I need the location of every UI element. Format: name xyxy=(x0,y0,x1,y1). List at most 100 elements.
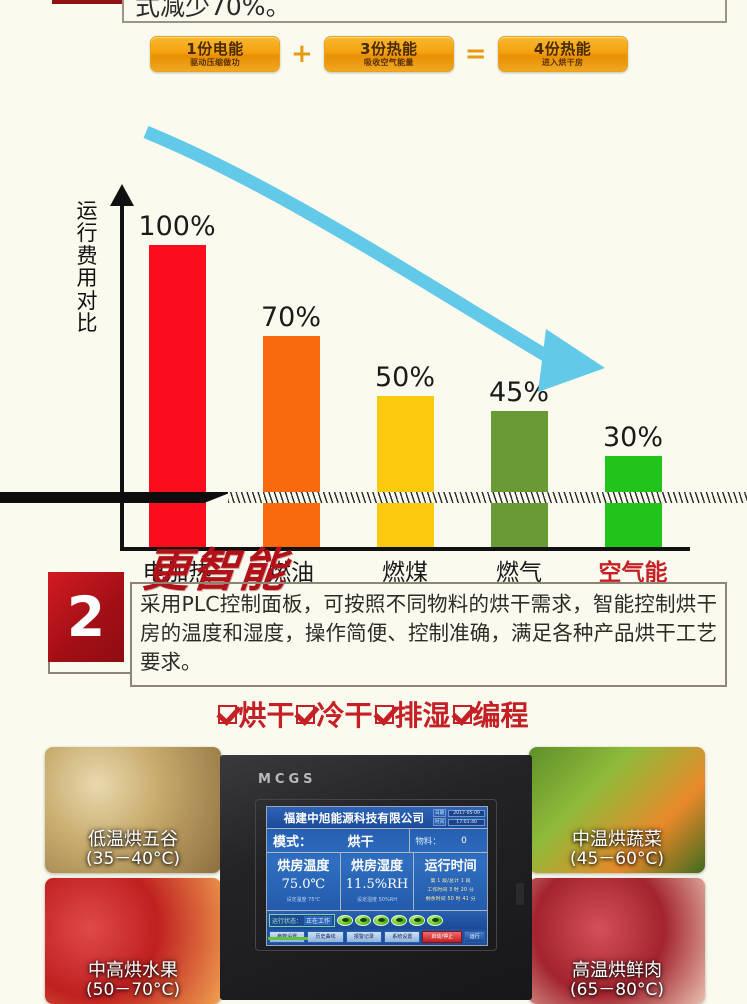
hmi-button-3[interactable]: 报警记录 xyxy=(345,930,383,943)
hmi-button-4[interactable]: 系统设置 xyxy=(384,930,421,943)
hmi-title-row: 福建中旭能源科技有限公司 日期 2017-05-09 时间 17:01:40 xyxy=(267,807,487,829)
divider-hatch-bar xyxy=(228,492,747,503)
chart-category-label: 燃气 xyxy=(496,560,542,586)
checkmark-icon xyxy=(452,704,472,724)
hmi-material-key: 物料： xyxy=(415,836,441,847)
equals-icon: = xyxy=(464,39,487,69)
hmi-button-2[interactable]: 历史曲线 xyxy=(307,930,344,943)
chart-bar-3: 50% xyxy=(375,362,436,547)
checkmark-icon xyxy=(374,704,394,724)
hmi-time-key: 时间 xyxy=(433,818,447,826)
chart-x-axis xyxy=(120,547,690,551)
hmi-humidity-setpoint: 设定湿度 50%RH xyxy=(357,897,397,903)
chart-category-label: 燃油 xyxy=(268,560,314,586)
feature-check-label: 排湿 xyxy=(394,699,451,732)
divider-solid-bar xyxy=(0,492,232,503)
section-divider xyxy=(0,492,747,506)
hmi-date-row: 日期 2017-05-09 xyxy=(433,809,485,817)
gallery-caption-fruit-range: (50－70°C) xyxy=(86,979,180,1000)
status-led-icon xyxy=(373,914,390,926)
chart-bar-rect xyxy=(262,335,320,547)
gallery-caption-fruit-name: 中高烘水果 xyxy=(88,959,178,981)
chart-bar-value-label: 50% xyxy=(375,362,436,394)
hmi-mode-value: 烘干 xyxy=(347,835,374,850)
gallery-item-grain[interactable]: 低温烘五谷 (35－40°C) xyxy=(45,747,221,873)
equation-box-air-heat-title: 3份热能 xyxy=(360,39,418,58)
gallery-item-vegetable[interactable]: 中温烘蔬菜 (45－60°C) xyxy=(529,747,705,873)
gallery-caption-meat: 高温烘鲜肉 (65－80°C) xyxy=(529,960,705,1004)
hmi-runtime-cell: 运行时间 第 1 段/总计 1 段工作时间 3 时 20 分剩余时间 50 时 … xyxy=(414,853,487,910)
chart-bar-rect xyxy=(490,411,548,547)
product-gallery: 低温烘五谷 (35－40°C) 中高烘水果 (50－70°C) 中温烘蔬菜 (4… xyxy=(0,742,747,1004)
hmi-runtime-line: 工作时间 3 时 20 分 xyxy=(427,888,474,893)
hmi-time-row: 时间 17:01:40 xyxy=(433,818,485,826)
hmi-button-6[interactable]: 运行 xyxy=(464,930,486,943)
status-led-icon xyxy=(409,914,426,926)
feature-check-4[interactable]: 编程 xyxy=(452,694,529,734)
gallery-item-meat[interactable]: 高温烘鲜肉 (65－80°C) xyxy=(529,878,705,1004)
hmi-date-key: 日期 xyxy=(433,809,447,817)
hmi-runtime-line: 第 1 段/总计 1 段 xyxy=(430,879,471,884)
chart-category-label: 电加热 xyxy=(142,560,212,586)
gallery-caption-vegetable-range: (45－60°C) xyxy=(570,848,664,869)
plus-icon: + xyxy=(291,39,313,69)
hmi-humidity-value: 11.5%RH xyxy=(345,877,409,892)
top-box-right-edge xyxy=(725,0,727,22)
chart-category-label: 燃煤 xyxy=(382,560,428,586)
feature-check-3[interactable]: 排湿 xyxy=(374,694,451,734)
status-led-icon xyxy=(427,914,444,926)
chart-y-axis xyxy=(120,200,124,550)
section-body-text: 采用PLC控制面板，可按照不同物料的烘干需求，智能控制烘干房的温度和湿度，操作简… xyxy=(140,592,717,675)
y-axis-arrow-icon xyxy=(110,184,134,206)
hmi-status-value: 正在工作 xyxy=(304,915,333,925)
equation-box-air-heat-subtitle: 吸收空气能量 xyxy=(363,57,414,67)
feature-check-2[interactable]: 冷干 xyxy=(296,694,373,734)
hmi-temperature-value: 75.0℃ xyxy=(281,877,326,892)
top-red-bar xyxy=(52,0,122,4)
hmi-time-value: 17:01:40 xyxy=(448,818,485,826)
hmi-humidity-cell: 烘房湿度 11.5%RH 设定湿度 50%RH xyxy=(341,853,415,910)
hmi-date-value: 2017-05-09 xyxy=(448,809,485,817)
badge-connector-vertical xyxy=(48,662,50,674)
gallery-item-fruit[interactable]: 中高烘水果 (50－70°C) xyxy=(45,878,221,1004)
hmi-brand-label: MCGS xyxy=(258,772,317,787)
badge-connector-horizontal xyxy=(48,672,132,674)
hmi-runtime-header: 运行时间 xyxy=(424,859,477,874)
chart-bar-4: 45% xyxy=(489,377,549,547)
gallery-caption-grain-name: 低温烘五谷 xyxy=(88,828,178,850)
gallery-caption-meat-range: (65－80°C) xyxy=(570,979,664,1000)
section-number-badge: 2 xyxy=(48,572,124,662)
feature-check-1[interactable]: 烘干 xyxy=(218,694,294,734)
top-cutoff-text: 式减少70%。 xyxy=(135,0,291,21)
hmi-temperature-setpoint: 设定温度 75℃ xyxy=(286,897,321,903)
hmi-status-box: 运行状态： 正在工作 xyxy=(269,913,336,927)
chart-bar-value-label: 100% xyxy=(138,211,216,243)
feature-check-label: 冷干 xyxy=(316,699,373,732)
hmi-side-notch xyxy=(516,883,524,905)
energy-equation-row: 1份电能 驱动压缩做功 + 3份热能 吸收空气能量 = 4份热能 进入烘干房 xyxy=(150,36,628,72)
equation-box-electric-title: 1份电能 xyxy=(186,39,244,58)
hmi-screen[interactable]: 福建中旭能源科技有限公司 日期 2017-05-09 时间 17:01:40 模… xyxy=(266,806,488,946)
equation-box-electric-subtitle: 驱动压缩做功 xyxy=(190,57,240,67)
hmi-mode-block[interactable]: 模式： 烘干 xyxy=(267,829,411,852)
status-led-icon xyxy=(391,914,408,926)
chart-y-axis-label: 运行费用对比 xyxy=(76,199,98,336)
hmi-status-row: 运行状态： 正在工作 xyxy=(267,910,487,929)
top-cutoff-strip: 式减少70%。 xyxy=(0,0,747,28)
chart-bar-rect xyxy=(376,396,434,547)
equation-box-total-heat-title: 4份热能 xyxy=(533,39,592,58)
hmi-bezel xyxy=(255,799,497,951)
gallery-caption-vegetable: 中温烘蔬菜 (45－60°C) xyxy=(529,829,705,873)
equation-box-air-heat: 3份热能 吸收空气能量 xyxy=(323,36,454,72)
status-led-icon xyxy=(355,914,372,926)
hmi-mode-key: 模式： xyxy=(273,835,313,850)
hmi-material-block[interactable]: 物料： 0 xyxy=(410,829,487,852)
hmi-readout-grid: 烘房温度 75.0℃ 设定温度 75℃ 烘房湿度 11.5%RH 设定湿度 50… xyxy=(267,853,487,910)
feature-checklist: 烘干 冷干 排湿 编程 xyxy=(0,694,747,734)
operating-cost-bar-chart: 运行费用对比 100% 70% 50% 45% 30% 电加热 燃油 燃煤 燃气 空气能 xyxy=(0,92,747,586)
chart-category-label: 空气能 xyxy=(598,560,668,586)
hmi-material-value: 0 xyxy=(461,835,467,846)
checkmark-icon xyxy=(296,704,316,724)
hmi-button-5[interactable]: 启动/停止 xyxy=(422,930,463,943)
hmi-runtime-lines: 第 1 段/总计 1 段工作时间 3 时 20 分剩余时间 50 时 41 分 xyxy=(426,877,476,902)
